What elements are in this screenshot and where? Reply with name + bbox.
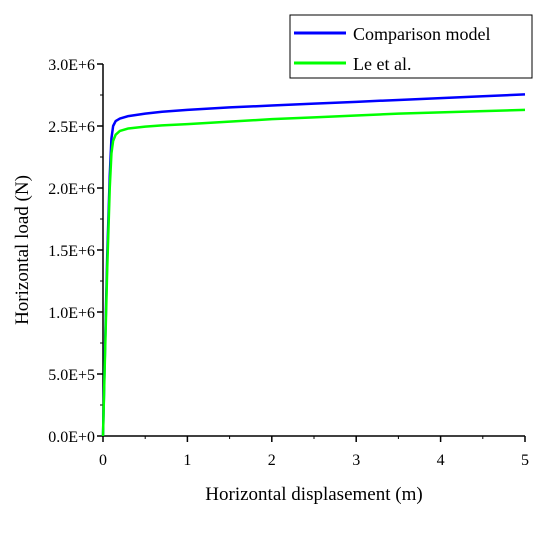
y-tick-label: 3.0E+6 [48,57,95,74]
x-tick-label: 5 [521,452,529,469]
legend: Comparison model Le et al. [289,14,533,79]
y-axis-title: Horizontal load (N) [12,175,33,325]
x-tick-label: 0 [99,452,107,469]
x-axis-ticks: 0 1 2 3 4 5 [99,436,529,469]
y-tick-label: 1.5E+6 [48,243,95,260]
y-tick-label: 1.0E+6 [48,305,95,322]
y-tick-label: 2.5E+6 [48,119,95,136]
x-tick-label: 4 [437,452,445,469]
series-group [101,93,526,437]
legend-label-le-et-al: Le et al. [353,54,411,74]
x-tick-label: 3 [352,452,360,469]
x-tick-label: 1 [183,452,191,469]
y-tick-label: 2.0E+6 [48,181,95,198]
y-tick-label: 0.0E+0 [48,429,95,446]
series-line-comparison-model [101,93,526,437]
series-line-le-et-al [101,108,526,437]
x-tick-label: 2 [268,452,276,469]
y-axis-ticks: 0.0E+0 5.0E+5 1.0E+6 1.5E+6 2.0E+6 2.5E+6 3.0E… [48,57,103,446]
y-tick-label: 5.0E+5 [48,367,95,384]
legend-label-comparison-model: Comparison model [353,24,491,44]
legend-box [289,14,533,79]
x-axis-title: Horizontal displasement (m) [205,484,422,505]
